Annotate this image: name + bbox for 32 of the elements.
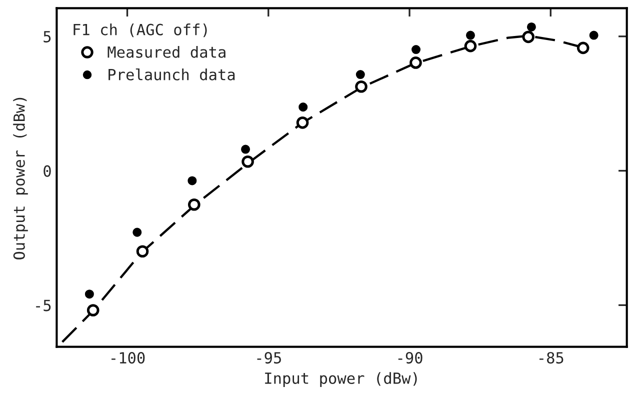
point <box>188 198 200 211</box>
point <box>298 102 308 112</box>
point <box>241 144 250 154</box>
point <box>356 70 365 80</box>
legend-title: F1 ch (AGC off) <box>74 24 207 38</box>
point <box>84 290 94 299</box>
x-tick-label: -100 <box>112 352 145 364</box>
point <box>132 228 142 237</box>
y-tick-label: 0 <box>44 165 51 177</box>
point <box>136 245 149 258</box>
point <box>242 155 254 168</box>
y-axis-title: Output power (dBw) <box>13 98 28 260</box>
x-axis-title: Input power (dBw) <box>265 372 417 387</box>
legend-label: Prelaunch data <box>108 68 235 80</box>
point <box>464 40 477 52</box>
point <box>576 42 590 54</box>
point <box>355 80 368 93</box>
point <box>296 116 309 129</box>
point <box>526 22 536 32</box>
x-tick-label: -95 <box>257 352 281 364</box>
point <box>589 30 598 40</box>
x-tick-label: -85 <box>540 352 564 364</box>
point <box>412 45 421 54</box>
point <box>466 30 475 40</box>
point <box>522 30 535 44</box>
y-tick-label: -5 <box>36 300 51 312</box>
x-tick-label: -90 <box>398 352 422 364</box>
legend-label: Measured data <box>108 46 226 58</box>
y-tick-label: 5 <box>44 31 51 42</box>
point <box>188 176 197 186</box>
point <box>86 304 100 316</box>
point <box>410 56 422 69</box>
